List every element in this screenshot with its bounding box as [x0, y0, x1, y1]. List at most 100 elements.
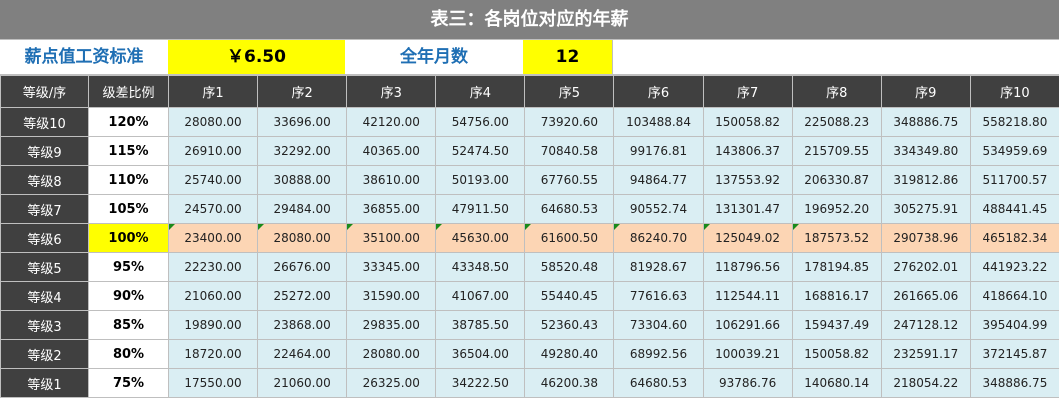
- salary-cell: 19890.00: [167, 310, 259, 340]
- salary-cell: 276202.01: [880, 252, 971, 282]
- salary-cell: 372145.87: [969, 339, 1059, 369]
- salary-cell: 395404.99: [969, 310, 1059, 340]
- salary-cell: 25740.00: [167, 165, 259, 195]
- salary-cell: 52360.43: [524, 310, 615, 340]
- salary-cell: 99176.81: [613, 136, 704, 166]
- header-cell: 序8: [791, 75, 882, 108]
- salary-cell: 168816.17: [791, 281, 882, 311]
- salary-cell: 28080.00: [346, 339, 437, 369]
- salary-cell: 47911.50: [435, 194, 526, 224]
- salary-cell: 125049.02: [702, 223, 793, 253]
- salary-cell: 29484.00: [257, 194, 348, 224]
- salary-cell: 23868.00: [257, 310, 348, 340]
- ratio-cell: 85%: [88, 310, 169, 340]
- ratio-cell: 90%: [88, 281, 169, 311]
- salary-cell: 305275.91: [880, 194, 971, 224]
- months-value: 12: [523, 40, 612, 74]
- salary-cell: 232591.17: [880, 339, 971, 369]
- empty-cell: [612, 40, 1059, 74]
- salary-cell: 40365.00: [346, 136, 437, 166]
- salary-cell: 41067.00: [435, 281, 526, 311]
- salary-cell: 68992.56: [613, 339, 704, 369]
- salary-cell: 150058.82: [702, 107, 793, 137]
- salary-cell: 38610.00: [346, 165, 437, 195]
- salary-cell: 418664.10: [969, 281, 1059, 311]
- salary-cell: 196952.20: [791, 194, 882, 224]
- salary-cell: 26676.00: [257, 252, 348, 282]
- salary-cell: 106291.66: [702, 310, 793, 340]
- salary-cell: 31590.00: [346, 281, 437, 311]
- ratio-cell: 120%: [88, 107, 169, 137]
- grade-cell: 等级5: [0, 252, 89, 282]
- data-row: 等级9 115% 26910.00 32292.00 40365.00 52474.50 7…: [0, 136, 1059, 166]
- salary-cell: 441923.22: [969, 252, 1059, 282]
- data-row: 等级1 75% 17550.00 21060.00 26325.00 34222.50 46…: [0, 368, 1059, 398]
- data-row: 等级7 105% 24570.00 29484.00 36855.00 47911.50 6…: [0, 194, 1059, 224]
- salary-cell: 28080.00: [167, 107, 259, 137]
- ratio-cell: 80%: [88, 339, 169, 369]
- salary-cell: 100039.21: [702, 339, 793, 369]
- data-row: 等级4 90% 21060.00 25272.00 31590.00 41067.00 55…: [0, 281, 1059, 311]
- ratio-cell: 110%: [88, 165, 169, 195]
- salary-cell: 558218.80: [969, 107, 1059, 137]
- salary-cell: 81928.67: [613, 252, 704, 282]
- salary-cell: 137553.92: [702, 165, 793, 195]
- salary-cell: 112544.11: [702, 281, 793, 311]
- ratio-cell: 100%: [88, 223, 169, 253]
- salary-cell: 70840.58: [524, 136, 615, 166]
- salary-cell: 534959.69: [969, 136, 1059, 166]
- salary-cell: 45630.00: [435, 223, 526, 253]
- salary-cell: 465182.34: [969, 223, 1059, 253]
- header-cell: 序4: [435, 75, 526, 108]
- salary-cell: 348886.75: [880, 107, 971, 137]
- salary-cell: 150058.82: [791, 339, 882, 369]
- salary-cell: 33345.00: [346, 252, 437, 282]
- salary-cell: 103488.84: [613, 107, 704, 137]
- salary-cell: 93786.76: [702, 368, 793, 398]
- salary-cell: 55440.45: [524, 281, 615, 311]
- ratio-cell: 75%: [88, 368, 169, 398]
- salary-cell: 21060.00: [167, 281, 259, 311]
- salary-cell: 23400.00: [167, 223, 259, 253]
- salary-cell: 52474.50: [435, 136, 526, 166]
- grade-cell: 等级4: [0, 281, 89, 311]
- data-row: 等级10 120% 28080.00 33696.00 42120.00 54756.00…: [0, 107, 1059, 137]
- grade-cell: 等级3: [0, 310, 89, 340]
- salary-cell: 50193.00: [435, 165, 526, 195]
- header-cell: 序1: [167, 75, 259, 108]
- salary-cell: 46200.38: [524, 368, 615, 398]
- ratio-cell: 95%: [88, 252, 169, 282]
- salary-cell: 187573.52: [791, 223, 882, 253]
- salary-cell: 215709.55: [791, 136, 882, 166]
- header-cell: 序9: [880, 75, 971, 108]
- header-cell: 序10: [969, 75, 1059, 108]
- ratio-cell: 115%: [88, 136, 169, 166]
- salary-cell: 32292.00: [257, 136, 348, 166]
- data-row: 等级8 110% 25740.00 30888.00 38610.00 50193.00 6…: [0, 165, 1059, 195]
- salary-cell: 334349.80: [880, 136, 971, 166]
- header-cell: 序5: [524, 75, 615, 108]
- salary-cell: 94864.77: [613, 165, 704, 195]
- salary-table: 等级/序 级差比例 序1 序2 序3 序4 序5 序6 序7 序8 序9 序10 等级10 120% 280…: [0, 75, 1059, 398]
- salary-cell: 511700.57: [969, 165, 1059, 195]
- salary-cell: 49280.40: [524, 339, 615, 369]
- header-cell: 等级/序: [0, 75, 89, 108]
- salary-cell: 21060.00: [257, 368, 348, 398]
- salary-cell: 26910.00: [167, 136, 259, 166]
- grade-cell: 等级8: [0, 165, 89, 195]
- salary-cell: 64680.53: [613, 368, 704, 398]
- salary-cell: 58520.48: [524, 252, 615, 282]
- salary-cell: 140680.14: [791, 368, 882, 398]
- salary-cell: 247128.12: [880, 310, 971, 340]
- salary-cell: 25272.00: [257, 281, 348, 311]
- salary-cell: 67760.55: [524, 165, 615, 195]
- salary-cell: 261665.06: [880, 281, 971, 311]
- salary-cell: 30888.00: [257, 165, 348, 195]
- salary-cell: 64680.53: [524, 194, 615, 224]
- grade-cell: 等级9: [0, 136, 89, 166]
- grade-cell: 等级7: [0, 194, 89, 224]
- salary-cell: 26325.00: [346, 368, 437, 398]
- grade-cell: 等级10: [0, 107, 89, 137]
- salary-cell: 22464.00: [257, 339, 348, 369]
- salary-cell: 131301.47: [702, 194, 793, 224]
